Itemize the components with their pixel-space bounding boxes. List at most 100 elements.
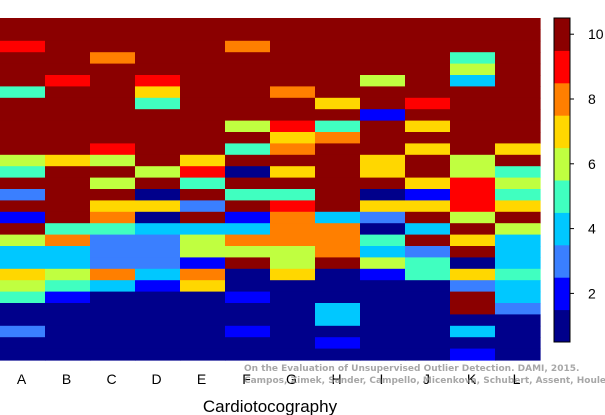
- heatmap-cell-H-8: [315, 97, 361, 110]
- heatmap-cell-F-17: [225, 200, 271, 213]
- heatmap-cell-K-30: [450, 348, 496, 361]
- heatmap-cell-E-10: [180, 120, 226, 133]
- colorbar-tick-label-8: 8: [588, 91, 596, 107]
- heatmap-cell-E-6: [180, 75, 226, 87]
- heatmap-cell-J-13: [405, 154, 451, 167]
- heatmap-cell-L-1: [495, 18, 541, 30]
- heatmap-cell-G-30: [270, 348, 316, 361]
- heatmap-cell-C-14: [90, 166, 136, 179]
- x-tick-label-D: D: [151, 371, 161, 387]
- heatmap-cell-K-2: [450, 29, 496, 42]
- heatmap-cell-F-6: [225, 75, 271, 87]
- heatmap-cell-C-27: [90, 314, 136, 327]
- heatmap-cell-I-10: [360, 120, 406, 133]
- heatmap-cell-C-1: [90, 18, 136, 30]
- heatmap-cell-I-24: [360, 280, 406, 293]
- heatmap-cell-D-28: [135, 325, 181, 338]
- heatmap-cell-L-11: [495, 132, 541, 144]
- heatmap-cell-K-19: [450, 223, 496, 236]
- heatmap-cell-G-4: [270, 52, 316, 65]
- heatmap-cell-F-26: [225, 303, 271, 315]
- colorbar-segment-3: [554, 244, 570, 278]
- heatmap-cell-J-9: [405, 109, 451, 122]
- heatmap-cell-K-1: [450, 18, 496, 30]
- heatmap-cell-E-1: [180, 18, 226, 30]
- heatmap-cell-A-23: [0, 268, 46, 281]
- heatmap-cell-L-18: [495, 211, 541, 224]
- heatmap-cell-E-24: [180, 280, 226, 293]
- heatmap-cell-E-27: [180, 314, 226, 327]
- heatmap-cell-L-19: [495, 223, 541, 236]
- heatmap-cell-D-8: [135, 97, 181, 110]
- colorbar-tick-label-4: 4: [588, 221, 596, 237]
- heatmap-cell-J-11: [405, 132, 451, 144]
- heatmap-cell-F-27: [225, 314, 271, 327]
- heatmap-cell-L-9: [495, 109, 541, 122]
- heatmap-cell-D-18: [135, 211, 181, 224]
- heatmap-cell-K-6: [450, 75, 496, 87]
- heatmap-cell-E-4: [180, 52, 226, 65]
- heatmap-cell-D-27: [135, 314, 181, 327]
- heatmap-cell-L-24: [495, 280, 541, 293]
- heatmap-cell-G-13: [270, 154, 316, 167]
- heatmap-cell-H-23: [315, 268, 361, 281]
- heatmap-cell-G-5: [270, 63, 316, 76]
- heatmap-cell-L-17: [495, 200, 541, 213]
- heatmap-cell-J-22: [405, 257, 451, 270]
- heatmap-cell-I-3: [360, 40, 406, 53]
- heatmap-cell-E-2: [180, 29, 226, 42]
- heatmap-cell-E-8: [180, 97, 226, 110]
- heatmap-cell-C-23: [90, 268, 136, 281]
- x-tick-label-F: F: [242, 371, 251, 387]
- heatmap-cell-A-9: [0, 109, 46, 122]
- heatmap-cell-F-20: [225, 234, 271, 247]
- heatmap-cell-C-10: [90, 120, 136, 133]
- heatmap-cell-K-20: [450, 234, 496, 247]
- heatmap-cell-H-3: [315, 40, 361, 53]
- heatmap-cell-J-25: [405, 291, 451, 304]
- heatmap-cell-C-12: [90, 143, 136, 156]
- heatmap-cell-I-2: [360, 29, 406, 42]
- heatmap-cell-E-14: [180, 166, 226, 179]
- heatmap-cell-H-24: [315, 280, 361, 293]
- heatmap-cell-L-26: [495, 303, 541, 315]
- heatmap-cell-A-24: [0, 280, 46, 293]
- heatmap-cell-G-8: [270, 97, 316, 110]
- heatmap-cell-F-25: [225, 291, 271, 304]
- heatmap-cell-E-12: [180, 143, 226, 156]
- heatmap-cell-A-3: [0, 40, 46, 53]
- heatmap-cell-B-19: [45, 223, 91, 236]
- heatmap-cell-G-28: [270, 325, 316, 338]
- svg-text:Campos, Zimek, Sander, Campell: Campos, Zimek, Sander, Campello, Micenko…: [244, 376, 605, 386]
- x-axis-title: Cardiotocography: [203, 397, 338, 415]
- x-tick-label-B: B: [62, 371, 71, 387]
- heatmap-cell-A-30: [0, 348, 46, 361]
- heatmap-cell-F-24: [225, 280, 271, 293]
- heatmap-cell-H-26: [315, 303, 361, 315]
- heatmap-cell-I-22: [360, 257, 406, 270]
- heatmap-cell-K-13: [450, 154, 496, 167]
- heatmap-cell-I-23: [360, 268, 406, 281]
- heatmap-cell-L-22: [495, 257, 541, 270]
- heatmap-cell-A-12: [0, 143, 46, 156]
- heatmap-cell-B-7: [45, 86, 91, 99]
- heatmap-cell-I-16: [360, 189, 406, 201]
- heatmap-cell-C-26: [90, 303, 136, 315]
- heatmap-cell-D-15: [135, 177, 181, 190]
- heatmap-cell-K-29: [450, 337, 496, 350]
- heatmap-cell-E-22: [180, 257, 226, 270]
- heatmap-cell-D-1: [135, 18, 181, 30]
- heatmap-cell-G-9: [270, 109, 316, 122]
- heatmap-cell-J-8: [405, 97, 451, 110]
- heatmap-cell-E-28: [180, 325, 226, 338]
- heatmap-cell-C-9: [90, 109, 136, 122]
- heatmap-cell-L-12: [495, 143, 541, 156]
- heatmap-cell-L-27: [495, 314, 541, 327]
- heatmap-cell-G-19: [270, 223, 316, 236]
- heatmap-cell-L-3: [495, 40, 541, 53]
- heatmap-cell-L-16: [495, 189, 541, 201]
- heatmap-cell-G-16: [270, 189, 316, 201]
- heatmap-cell-F-2: [225, 29, 271, 42]
- heatmap-cell-L-10: [495, 120, 541, 133]
- heatmap-cell-C-6: [90, 75, 136, 87]
